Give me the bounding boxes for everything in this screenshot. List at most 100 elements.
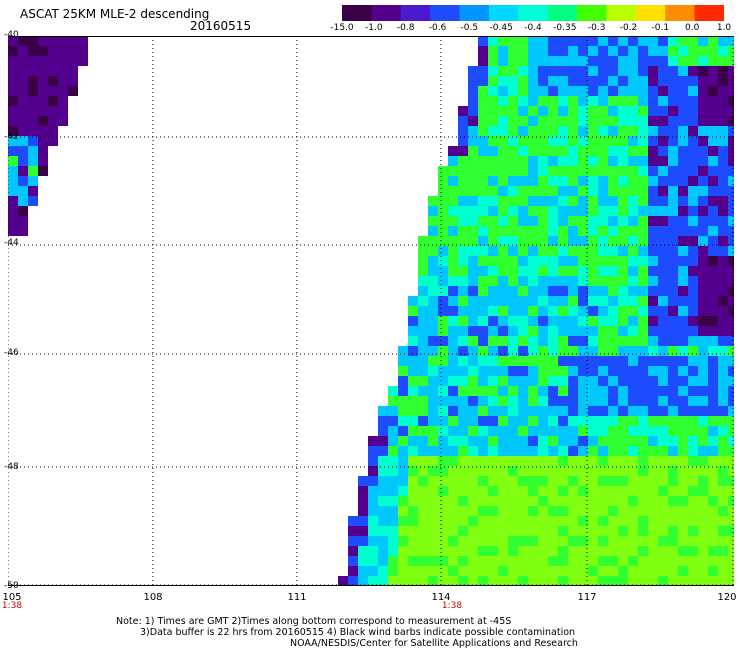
- swath-cell: [508, 266, 518, 276]
- swath-cell: [598, 76, 608, 86]
- swath-cell: [548, 536, 558, 546]
- colorbar-tick-label: -0.35: [553, 23, 577, 33]
- swath-cell: [608, 116, 618, 126]
- swath-cell: [638, 566, 648, 576]
- swath-cell: [608, 456, 618, 466]
- swath-cell: [668, 36, 678, 46]
- swath-cell: [428, 336, 438, 346]
- swath-cell: [598, 386, 608, 396]
- swath-cell: [728, 96, 734, 106]
- swath-cell: [628, 496, 638, 506]
- swath-cell: [408, 326, 418, 336]
- swath-cell: [528, 566, 538, 576]
- swath-cell: [478, 396, 488, 406]
- swath-cell: [408, 336, 418, 346]
- swath-cell: [568, 216, 578, 226]
- swath-cell: [618, 246, 628, 256]
- swath-cell: [558, 556, 568, 566]
- swath-cell: [708, 436, 718, 446]
- colorbar-tick-label: -15.0: [330, 23, 354, 33]
- swath-cell: [658, 426, 668, 436]
- swath-cell: [468, 376, 478, 386]
- colorbar-swatch: [488, 5, 519, 21]
- swath-cell: [458, 536, 468, 546]
- swath-cell: [478, 186, 488, 196]
- swath-cell: [438, 196, 448, 206]
- swath-cell: [568, 536, 578, 546]
- swath-cell: [538, 396, 548, 406]
- swath-cell: [508, 466, 518, 476]
- swath-cell: [438, 296, 448, 306]
- swath-cell: [448, 286, 458, 296]
- swath-cell: [608, 356, 618, 366]
- swath-cell: [648, 256, 658, 266]
- swath-cell: [568, 426, 578, 436]
- swath-cell: [538, 336, 548, 346]
- swath-cell: [538, 96, 548, 106]
- swath-cell: [458, 416, 468, 426]
- swath-cell: [548, 506, 558, 516]
- swath-cell: [528, 296, 538, 306]
- swath-cell: [708, 176, 718, 186]
- swath-cell: [498, 426, 508, 436]
- swath-cell: [558, 146, 568, 156]
- swath-cell: [658, 326, 668, 336]
- swath-cell: [448, 316, 458, 326]
- swath-cell: [678, 506, 688, 516]
- swath-cell: [478, 236, 488, 246]
- swath-cell: [668, 266, 678, 276]
- swath-cell: [698, 526, 708, 536]
- swath-cell: [558, 376, 568, 386]
- swath-cell: [398, 426, 408, 436]
- swath-cell: [728, 556, 734, 566]
- swath-cell: [678, 146, 688, 156]
- swath-cell: [528, 226, 538, 236]
- swath-cell: [658, 126, 668, 136]
- swath-cell: [548, 566, 558, 576]
- swath-cell: [658, 486, 668, 496]
- swath-cell: [498, 106, 508, 116]
- swath-cell: [648, 496, 658, 506]
- swath-cell: [668, 366, 678, 376]
- swath-cell: [598, 246, 608, 256]
- swath-cell: [498, 486, 508, 496]
- swath-cell: [478, 246, 488, 256]
- swath-cell: [558, 216, 568, 226]
- swath-cell: [608, 256, 618, 266]
- swath-cell: [678, 376, 688, 386]
- swath-cell: [508, 306, 518, 316]
- swath-cell: [538, 536, 548, 546]
- swath-cell: [588, 556, 598, 566]
- swath-cell: [398, 536, 408, 546]
- swath-cell: [468, 406, 478, 416]
- swath-cell: [568, 146, 578, 156]
- swath-cell: [438, 276, 448, 286]
- swath-cell: [618, 76, 628, 86]
- swath-cell: [488, 576, 498, 586]
- swath-cell: [698, 236, 708, 246]
- swath-cell: [498, 176, 508, 186]
- swath-cell: [498, 446, 508, 456]
- swath-cell: [628, 36, 638, 46]
- swath-cell: [728, 206, 734, 216]
- swath-cell: [498, 396, 508, 406]
- swath-cell: [478, 216, 488, 226]
- swath-cell: [568, 176, 578, 186]
- swath-cell: [628, 336, 638, 346]
- swath-cell: [438, 436, 448, 446]
- swath-cell: [698, 506, 708, 516]
- swath-cell: [688, 416, 698, 426]
- swath-cell: [708, 516, 718, 526]
- swath-cell: [668, 66, 678, 76]
- swath-cell: [68, 86, 78, 96]
- swath-cell: [548, 486, 558, 496]
- swath-cell: [498, 196, 508, 206]
- swath-cell: [658, 436, 668, 446]
- swath-cell: [708, 546, 718, 556]
- swath-cell: [638, 406, 648, 416]
- swath-cell: [538, 456, 548, 466]
- swath-cell: [488, 556, 498, 566]
- swath-cell: [558, 106, 568, 116]
- swath-cell: [418, 246, 428, 256]
- swath-cell: [498, 116, 508, 126]
